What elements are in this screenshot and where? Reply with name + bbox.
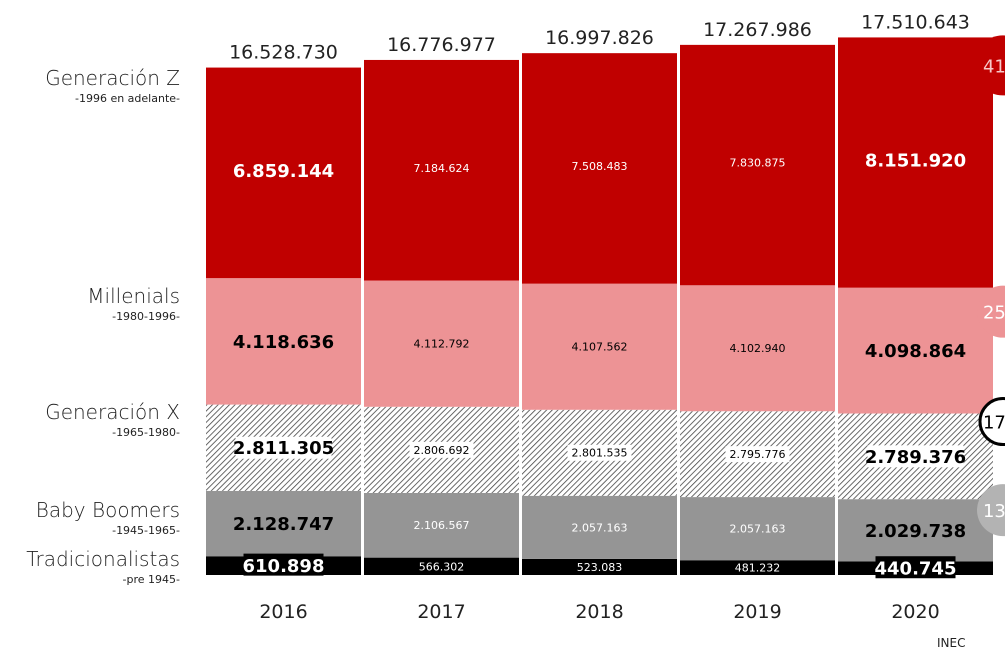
year-label-2017: 2017 [417, 601, 465, 623]
total-label-2017: 16.776.977 [387, 34, 496, 56]
value-label-generacion-z-2018: 7.508.483 [572, 160, 628, 173]
share-badge-generacion-x [978, 397, 1005, 447]
bar-baby-boomers-2020 [838, 499, 993, 562]
year-label-2019: 2019 [733, 601, 781, 623]
share-label-generacion-x: 17% [983, 413, 1005, 434]
value-label-tradicionalistas-2019: 481.232 [735, 562, 781, 575]
total-label-2020: 17.510.643 [861, 11, 970, 33]
year-label-2016: 2016 [259, 601, 307, 623]
legend-genz-range: -1996 en adelante- [74, 92, 180, 105]
value-label-generacion-x-2018: 2.801.535 [572, 447, 628, 460]
bar-baby-boomers-2017 [364, 492, 519, 558]
value-label-generacion-x-2016: 2.811.305 [233, 438, 334, 459]
year-label-2018: 2018 [575, 601, 623, 623]
label-bg-generacion-x-2016 [235, 436, 332, 459]
total-label-2019: 17.267.986 [703, 19, 812, 41]
legend-genx-range: -1965-1980- [112, 426, 180, 439]
value-label-tradicionalistas-2017: 566.302 [419, 560, 465, 573]
legend-genz-name: Generación Z [45, 66, 180, 90]
legend-tradicionalistas-range: -pre 1945- [122, 573, 180, 586]
value-label-tradicionalistas-2020: 440.745 [875, 559, 957, 580]
legend-millenials-range: -1980-1996- [112, 310, 180, 323]
value-label-generacion-z-2017: 7.184.624 [414, 162, 470, 175]
value-label-generacion-z-2016: 6.859.144 [233, 161, 334, 182]
label-bg-tradicionalistas-2020 [875, 556, 956, 579]
legend-millenials-name: Millenials [87, 284, 180, 308]
value-label-generacion-x-2017: 2.806.692 [414, 444, 470, 457]
share-label-millenials: 25% [983, 303, 1005, 324]
bar-millenials-2017 [364, 280, 519, 407]
value-label-baby-boomers-2020: 2.029.738 [865, 521, 966, 542]
share-badge-generacion-z [973, 35, 1005, 96]
value-label-baby-boomers-2016: 2.128.747 [233, 514, 334, 535]
share-label-generacion-z: 41% [983, 56, 1005, 77]
value-label-baby-boomers-2017: 2.106.567 [414, 519, 470, 532]
label-bg-generacion-x-2020 [867, 445, 964, 468]
value-label-millenials-2018: 4.107.562 [572, 341, 628, 354]
bar-millenials-2019 [680, 285, 835, 412]
bar-millenials-2016 [206, 278, 361, 405]
total-label-2018: 16.997.826 [545, 27, 654, 49]
bar-millenials-2018 [522, 283, 677, 410]
value-label-baby-boomers-2019: 2.057.163 [730, 523, 786, 536]
value-label-generacion-z-2019: 7.830.875 [730, 157, 786, 170]
bar-generacion-z-2019 [680, 44, 835, 286]
bar-millenials-2020 [838, 287, 993, 414]
value-label-tradicionalistas-2016: 610.898 [243, 556, 325, 577]
bar-tradicionalistas-2018 [522, 558, 677, 575]
value-label-tradicionalistas-2018: 523.083 [577, 561, 623, 574]
value-label-baby-boomers-2018: 2.057.163 [572, 521, 628, 534]
source-label: INEC [937, 636, 966, 650]
label-bg-tradicionalistas-2016 [243, 553, 324, 576]
value-label-generacion-x-2020: 2.789.376 [865, 447, 966, 468]
value-label-generacion-z-2020: 8.151.920 [865, 151, 966, 172]
bar-tradicionalistas-2019 [680, 560, 835, 575]
legend-genx-name: Generación X [45, 400, 180, 424]
label-bg-generacion-x-2019 [725, 446, 790, 463]
bar-generacion-z-2016 [206, 67, 361, 279]
label-bg-generacion-x-2018 [567, 444, 632, 461]
share-badge-baby-boomers [977, 484, 1005, 537]
bar-generacion-z-2018 [522, 53, 677, 284]
label-bg-generacion-x-2017 [409, 441, 474, 458]
value-label-generacion-x-2019: 2.795.776 [730, 448, 786, 461]
bar-generacion-z-2017 [364, 59, 519, 281]
value-label-millenials-2017: 4.112.792 [414, 338, 470, 351]
legend-boomers-range: -1945-1965- [112, 524, 180, 537]
bar-baby-boomers-2016 [206, 490, 361, 557]
value-label-millenials-2016: 4.118.636 [233, 332, 334, 353]
bar-tradicionalistas-2017 [364, 557, 519, 575]
total-label-2016: 16.528.730 [229, 42, 338, 64]
value-label-millenials-2020: 4.098.864 [865, 341, 966, 362]
share-badge-millenials [977, 285, 1005, 338]
bar-baby-boomers-2019 [680, 497, 835, 561]
bar-generacion-z-2020 [838, 37, 993, 288]
year-label-2020: 2020 [891, 601, 939, 623]
legend-boomers-name: Baby Boomers [35, 498, 180, 522]
bar-baby-boomers-2018 [522, 495, 677, 559]
share-label-baby-boomers: 13% [983, 501, 1005, 522]
value-label-millenials-2019: 4.102.940 [730, 342, 786, 355]
legend-tradicionalistas-name: Tradicionalistas [26, 547, 180, 571]
